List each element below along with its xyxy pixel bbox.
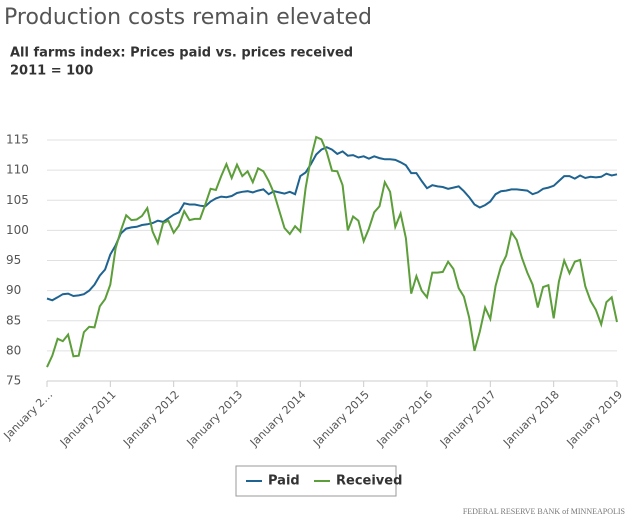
line-series xyxy=(46,135,618,368)
y-tick-label: 105 xyxy=(6,193,29,207)
x-tick-label: January 2011 xyxy=(57,388,119,450)
y-tick-label: 90 xyxy=(6,283,21,297)
x-tick-label: January 2016 xyxy=(374,388,436,450)
source: FEDERAL RESERVE BANK of MINNEAPOLIS xyxy=(463,507,625,516)
y-tick-label: 95 xyxy=(6,253,21,267)
y-tick-label: 115 xyxy=(6,133,29,147)
x-tick-label: January 2017 xyxy=(437,388,499,450)
legend-label: Received xyxy=(336,474,402,489)
y-tick-label: 80 xyxy=(6,343,21,357)
legend-label: Paid xyxy=(268,474,300,489)
y-tick-label: 85 xyxy=(6,313,21,327)
y-tick-label: 75 xyxy=(6,374,21,388)
x-tick-label: January 2018 xyxy=(500,388,562,450)
chart-subtitle: All farms index: Prices paid vs. prices … xyxy=(10,46,353,61)
x-tick-label: January 2014 xyxy=(247,388,309,450)
chart-subtitle: 2011 = 100 xyxy=(10,64,93,79)
y-tick-label: 100 xyxy=(6,223,29,237)
chart-title: Production costs remain elevated xyxy=(4,5,372,30)
x-tick-label: January 2015 xyxy=(310,388,372,450)
y-tick-label: 110 xyxy=(6,163,29,177)
x-tick-label: January 2013 xyxy=(184,388,246,450)
x-tick-label: January 2019 xyxy=(564,388,626,450)
x-tick-label: January 2… xyxy=(1,388,56,443)
x-tick-label: January 2012 xyxy=(120,388,182,450)
line-series xyxy=(46,146,618,302)
